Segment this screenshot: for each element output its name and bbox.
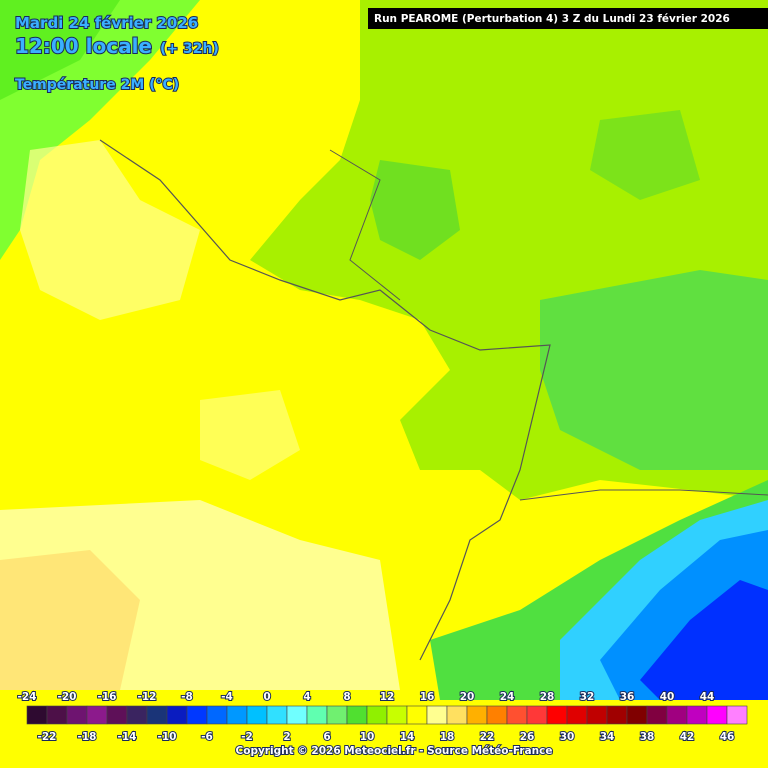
legend-label: 30: [560, 731, 575, 743]
legend-label: 36: [620, 691, 635, 703]
legend-swatch: [346, 705, 368, 725]
cool-zone: [540, 270, 768, 470]
border: [329, 149, 401, 301]
legend-swatch: [286, 705, 308, 725]
legend-label: 28: [540, 691, 555, 703]
border: [99, 139, 551, 661]
legend-swatch: [326, 705, 348, 725]
legend-swatch: [646, 705, 668, 725]
legend-swatch: [106, 705, 128, 725]
legend-swatch: [266, 705, 288, 725]
legend-swatch: [546, 705, 568, 725]
legend-swatch: [566, 705, 588, 725]
legend-label: 14: [400, 731, 415, 743]
legend-swatch: [46, 705, 68, 725]
legend-swatch: [206, 705, 228, 725]
legend-label: -6: [201, 731, 213, 743]
run-banner: [368, 8, 768, 29]
legend-label: -20: [58, 691, 77, 703]
legend-label: 32: [580, 691, 595, 703]
legend-swatch: [506, 705, 528, 725]
legend-swatch: [246, 705, 268, 725]
legend-label: 20: [460, 691, 475, 703]
legend-label: 2: [283, 731, 290, 743]
legend-label: -4: [221, 691, 233, 703]
legend-label: 16: [420, 691, 435, 703]
sea: [0, 0, 120, 100]
legend-swatch: [446, 705, 468, 725]
legend-label: 0: [263, 691, 270, 703]
legend-label: 26: [520, 731, 535, 743]
legend-label: 24: [500, 691, 515, 703]
legend-swatch: [386, 705, 408, 725]
legend-swatch: [426, 705, 448, 725]
legend-label: -8: [181, 691, 193, 703]
legend-label: -10: [158, 731, 177, 743]
legend-swatch: [166, 705, 188, 725]
legend-label: 46: [720, 731, 735, 743]
cool-zone: [590, 110, 700, 200]
parameter: Température 2M (°C): [15, 77, 179, 93]
legend-label: 4: [303, 691, 310, 703]
cool-zone: [370, 160, 460, 260]
legend-label: -14: [118, 731, 137, 743]
legend-swatch: [126, 705, 148, 725]
legend-label: 34: [600, 731, 615, 743]
legend-label: 40: [660, 691, 675, 703]
legend-label: 12: [380, 691, 395, 703]
lead: (+ 32h): [160, 41, 219, 57]
legend-swatch: [366, 705, 388, 725]
legend-label: -12: [138, 691, 157, 703]
legend-swatch: [226, 705, 248, 725]
legend-swatch: [86, 705, 108, 725]
legend-swatch: [666, 705, 688, 725]
border: [519, 489, 768, 501]
warm-zone: [0, 550, 140, 690]
legend-label: 44: [700, 691, 715, 703]
legend-label: 22: [480, 731, 495, 743]
legend-swatch: [706, 705, 728, 725]
legend-swatch: [626, 705, 648, 725]
legend-swatch: [306, 705, 328, 725]
legend-label: 8: [343, 691, 350, 703]
legend-label: 18: [440, 731, 455, 743]
legend-label: 38: [640, 731, 655, 743]
legend-label: -24: [18, 691, 37, 703]
legend-label: -2: [241, 731, 253, 743]
legend-swatch: [686, 705, 708, 725]
legend-label: -18: [78, 731, 97, 743]
copyright: Copyright © 2026 Meteociel.fr - Source M…: [236, 745, 553, 757]
date: Mardi 24 février 2026: [15, 14, 198, 32]
legend-swatch: [26, 705, 48, 725]
legend-swatch: [486, 705, 508, 725]
legend-label: -22: [38, 731, 57, 743]
legend-swatch: [586, 705, 608, 725]
legend-label: 6: [323, 731, 330, 743]
legend-swatch: [466, 705, 488, 725]
legend-swatch: [526, 705, 548, 725]
legend-label: -16: [98, 691, 117, 703]
legend-swatch: [186, 705, 208, 725]
warm-zone: [200, 390, 300, 480]
legend-label: 10: [360, 731, 375, 743]
legend-swatch: [606, 705, 628, 725]
legend-label: 42: [680, 731, 695, 743]
legend: -24-22-20-18-16-14-12-10-8-6-4-202468101…: [17, 690, 748, 744]
legend-swatch: [406, 705, 428, 725]
alps: [640, 580, 768, 700]
legend-swatch: [146, 705, 168, 725]
legend-swatch: [66, 705, 88, 725]
legend-swatch: [726, 705, 748, 725]
time: 12:00 locale: [15, 34, 152, 58]
warm-zone: [20, 140, 200, 320]
run-info: Run PEAROME (Perturbation 4) 3 Z du Lund…: [374, 13, 730, 25]
